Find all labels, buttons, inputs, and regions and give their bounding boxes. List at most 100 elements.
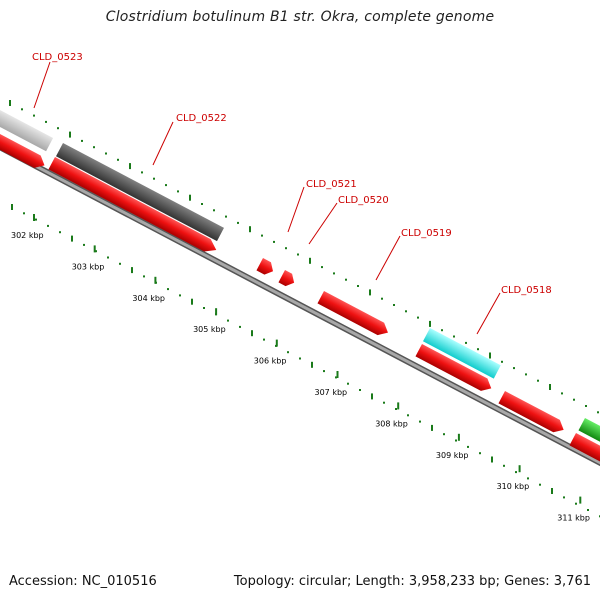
gene-label-cld-0519: CLD_0519: [401, 228, 452, 239]
kbp-axis: 302 kbp 303 kbp 304 kbp 305 kbp 306 kbp 307 k…: [11, 214, 590, 523]
gc-track-dot: [33, 114, 35, 117]
gc-track-dot: [165, 184, 167, 187]
gc-track-dot: [117, 158, 119, 161]
gc-track-dot: [539, 483, 541, 486]
gc-track-dot: [237, 221, 239, 224]
gc-track-dot: [465, 341, 467, 344]
gene-features: [0, 100, 600, 465]
gc-track-dot: [297, 253, 299, 256]
gc-track-dot: [503, 464, 505, 467]
gc-track-dot: [83, 243, 85, 246]
gc-track-dot: [347, 382, 349, 385]
gc-track-dot: [309, 257, 311, 264]
gc-track-dot: [191, 298, 193, 305]
gc-track-dot: [381, 297, 383, 300]
cds-arrow-8[interactable]: [569, 433, 600, 465]
gc-track-dot: [263, 338, 265, 341]
genome-backbone: [0, 143, 600, 467]
gc-track-dot: [417, 316, 419, 319]
kbp-tick-mark: [336, 371, 339, 378]
kbp-tick-label: 302 kbp: [11, 231, 44, 240]
gc-track-dot: [95, 250, 97, 253]
kbp-tick-label: 311 kbp: [557, 514, 590, 523]
cds-arrow-7[interactable]: [498, 391, 566, 436]
gene-bar-dark-gray[interactable]: [56, 143, 224, 242]
gc-track-dot: [551, 488, 553, 494]
gc-track-dot: [59, 231, 61, 234]
gene-labels: CLD_0523 CLD_0522 CLD_0521 CLD_0520 CLD_…: [32, 52, 552, 335]
gc-track-dot: [323, 370, 325, 373]
gene-bar-green[interactable]: [578, 418, 600, 445]
gc-track-dot: [179, 294, 181, 297]
gc-track-dot: [335, 376, 337, 379]
gc-track-dot: [45, 120, 47, 123]
kbp-tick-label: 306 kbp: [254, 357, 287, 366]
kbp-tick-label: 305 kbp: [193, 325, 226, 334]
kbp-tick-label: 309 kbp: [436, 451, 469, 460]
gc-track-dot: [479, 452, 481, 455]
gc-track-dot: [491, 456, 493, 463]
cds-arrow-1[interactable]: [0, 129, 48, 171]
gc-track-dot: [369, 289, 371, 296]
kbp-tick-mark: [518, 465, 521, 473]
gc-skew-track-upper: [9, 100, 599, 414]
cds-arrow-4[interactable]: [278, 270, 297, 289]
gc-track-dot: [71, 235, 73, 242]
gc-track-dot: [587, 509, 589, 511]
gene-label-cld-0520: CLD_0520: [338, 195, 389, 206]
gc-track-dot: [393, 304, 395, 306]
gc-track-dot: [537, 379, 539, 382]
gc-track-dot: [359, 389, 361, 391]
gc-track-dot: [273, 240, 275, 243]
gc-track-dot: [261, 234, 263, 237]
gc-track-dot: [395, 408, 397, 410]
gc-track-dot: [489, 352, 491, 359]
cds-arrow-5[interactable]: [317, 291, 391, 339]
gc-track-dot: [167, 288, 169, 291]
cds-arrow-2[interactable]: [48, 157, 219, 256]
gc-track-dot: [357, 285, 359, 287]
kbp-tick-label: 303 kbp: [72, 262, 105, 271]
gc-track-dot: [407, 414, 409, 417]
gc-track-dot: [443, 433, 445, 436]
gc-track-dot: [453, 335, 455, 338]
gc-track-dot: [477, 348, 479, 351]
gc-track-dot: [431, 424, 433, 431]
gc-track-dot: [333, 272, 335, 275]
gc-track-dot: [549, 384, 551, 390]
gc-track-dot: [563, 496, 565, 499]
gc-track-dot: [429, 320, 431, 327]
gc-track-dot: [201, 203, 203, 205]
gc-track-dot: [501, 360, 503, 363]
gc-track-dot: [225, 215, 227, 218]
gc-track-dot: [119, 262, 121, 265]
gene-label-cld-0518: CLD_0518: [501, 285, 552, 296]
gc-track-dot: [371, 393, 373, 400]
gc-track-dot: [81, 139, 83, 142]
gc-track-dot: [585, 405, 587, 407]
gc-track-dot: [515, 471, 517, 474]
gene-bar-cyan[interactable]: [423, 328, 501, 379]
gene-label-cld-0522: CLD_0522: [176, 113, 227, 124]
gene-bar-light-gray[interactable]: [0, 100, 54, 152]
gc-track-dot: [47, 224, 49, 227]
gc-track-dot: [21, 108, 23, 111]
gc-track-dot: [93, 146, 95, 149]
gc-track-dot: [573, 398, 575, 401]
gc-track-dot: [575, 502, 577, 505]
gc-track-dot: [311, 361, 313, 368]
gc-track-dot: [419, 420, 421, 423]
gc-track-dot: [467, 445, 469, 448]
cds-arrow-6[interactable]: [415, 344, 494, 395]
kbp-tick-mark: [93, 245, 96, 253]
cds-arrow-3[interactable]: [256, 258, 276, 277]
gc-track-dot: [525, 373, 527, 376]
gene-label-cld-0523: CLD_0523: [32, 52, 83, 63]
kbp-tick-label: 307 kbp: [315, 388, 348, 397]
gc-track-dot: [131, 267, 133, 274]
gc-track-dot: [105, 152, 107, 155]
gc-track-dot: [321, 266, 323, 269]
gc-track-dot: [527, 477, 529, 480]
kbp-tick-label: 308 kbp: [375, 419, 408, 428]
